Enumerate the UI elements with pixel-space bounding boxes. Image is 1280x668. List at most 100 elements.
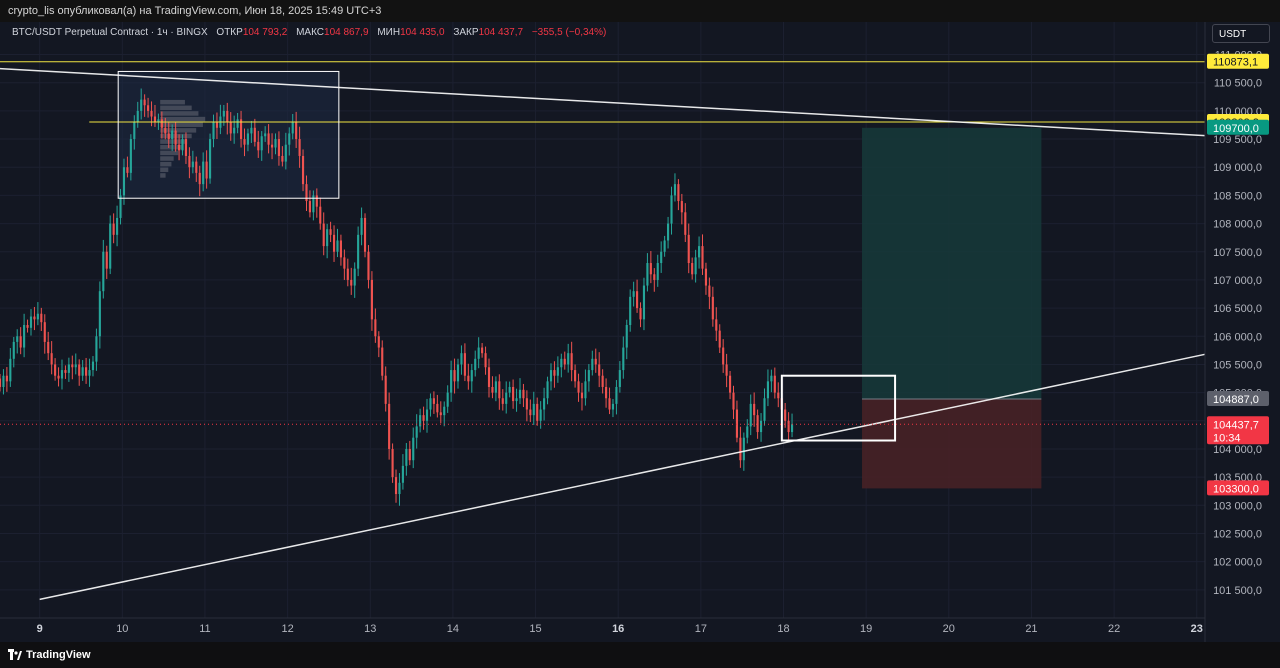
candle-body: [756, 415, 759, 433]
candle-body: [277, 139, 281, 156]
candle-body: [143, 99, 146, 106]
candle-body: [195, 161, 198, 173]
tradingview-logo-icon: [8, 649, 22, 660]
time-tick-label: 15: [529, 623, 541, 635]
candle-body: [226, 110, 229, 123]
candle-body: [670, 195, 673, 224]
candle-body: [522, 389, 525, 399]
candle-body: [233, 127, 236, 134]
consolidation-box-fill: [118, 71, 339, 199]
candle-body: [753, 403, 756, 416]
candle-body: [384, 375, 387, 404]
candle-body: [374, 319, 377, 337]
candle-body: [308, 201, 311, 213]
candle-body: [763, 398, 766, 421]
price-tick-label: 110 500,0: [1214, 78, 1262, 90]
candle-body: [81, 367, 84, 376]
candle-body: [394, 477, 398, 495]
candle-body: [684, 212, 687, 235]
time-scale[interactable]: 9 10 11 12 13 14 15 16 17 18 19 20 21 22 23: [37, 623, 1203, 635]
candle-body: [2, 375, 5, 387]
candle-body: [291, 122, 294, 134]
candle-body: [560, 358, 563, 368]
symbol-legend[interactable]: BTC/USDT Perpetual Contract · 1ч · BINGX…: [12, 27, 606, 38]
candle-body: [653, 274, 656, 280]
candle-body: [567, 353, 570, 365]
candle-body: [215, 122, 219, 128]
candle-body: [401, 465, 404, 483]
candle-body: [54, 364, 57, 376]
candle-body: [577, 381, 580, 393]
candle-body: [357, 234, 360, 269]
price-tick-label: 109 000,0: [1213, 162, 1262, 174]
candle-body: [167, 133, 170, 140]
candle-body: [697, 246, 701, 258]
candle-body: [153, 116, 157, 123]
candle-body: [257, 141, 260, 151]
volume-profile-bar: [160, 122, 203, 127]
consolidation-box: [117, 70, 340, 199]
candle-body: [246, 133, 250, 145]
time-tick-label: 14: [447, 623, 459, 635]
target-zone: [862, 127, 1042, 399]
candle-body: [584, 381, 587, 399]
volume-profile-bar: [160, 156, 174, 161]
chart-area[interactable]: 101 500,0 102 000,0 102 500,0 103 000,0 103 …: [0, 22, 1280, 642]
candle-body: [202, 161, 205, 185]
price-tick-label: 103 000,0: [1213, 500, 1262, 512]
candle-body: [594, 358, 597, 365]
symbol-name[interactable]: BTC/USDT Perpetual Contract · 1ч · BINGX: [12, 27, 208, 38]
low-label: МИН: [377, 27, 401, 38]
candle-body: [23, 325, 26, 348]
time-tick-label: 9: [37, 623, 43, 635]
candle-body: [525, 398, 528, 410]
breakout-box: [780, 374, 897, 442]
candle-body: [570, 353, 573, 371]
price-tick-label: 102 500,0: [1213, 528, 1262, 540]
candle-body: [181, 139, 184, 151]
time-tick-label: 20: [943, 623, 955, 635]
footer-brand: TradingView: [26, 649, 91, 661]
candle-body: [147, 105, 150, 111]
candle-body: [632, 291, 635, 297]
price-label-countdown: 10:34: [1213, 432, 1241, 444]
price-tick-label: 107 000,0: [1213, 275, 1262, 287]
candle-body: [422, 415, 425, 421]
candle-body: [67, 364, 70, 373]
candle-body: [722, 347, 725, 365]
price-tick-label: 104 000,0: [1213, 444, 1262, 456]
price-label-box: [1207, 119, 1269, 135]
candle-body: [725, 364, 728, 376]
candle-body: [391, 448, 394, 478]
candles: [0, 88, 794, 506]
time-tick-label: 23: [1191, 623, 1203, 635]
time-tick-label: 22: [1108, 623, 1120, 635]
candle-body: [236, 119, 239, 128]
candle-body: [687, 234, 690, 264]
candle-body: [9, 358, 12, 382]
currency-button[interactable]: USDT: [1212, 24, 1270, 43]
candle-body: [363, 217, 367, 252]
volume-profile-bar: [160, 111, 199, 116]
candle-body: [456, 364, 460, 382]
drawings[interactable]: [0, 61, 1206, 601]
candle-body: [708, 285, 711, 297]
candle-body: [691, 263, 694, 275]
candle-body: [646, 263, 649, 286]
candle-body: [405, 448, 408, 466]
candle-body: [728, 375, 732, 393]
candle-body: [212, 122, 215, 140]
candle-body: [419, 415, 422, 427]
candle-body: [322, 223, 325, 247]
candle-body: [57, 375, 60, 379]
candle-body: [512, 386, 515, 402]
price-tick-label: 109 500,0: [1213, 134, 1262, 146]
candle-body: [26, 325, 29, 328]
candle-body: [88, 370, 91, 376]
candle-body: [398, 482, 401, 495]
price-label-text: 104437,7: [1213, 419, 1259, 431]
volume-profile-bar: [160, 105, 192, 111]
candle-body: [360, 217, 363, 235]
price-label-text: 104887,0: [1213, 394, 1259, 406]
